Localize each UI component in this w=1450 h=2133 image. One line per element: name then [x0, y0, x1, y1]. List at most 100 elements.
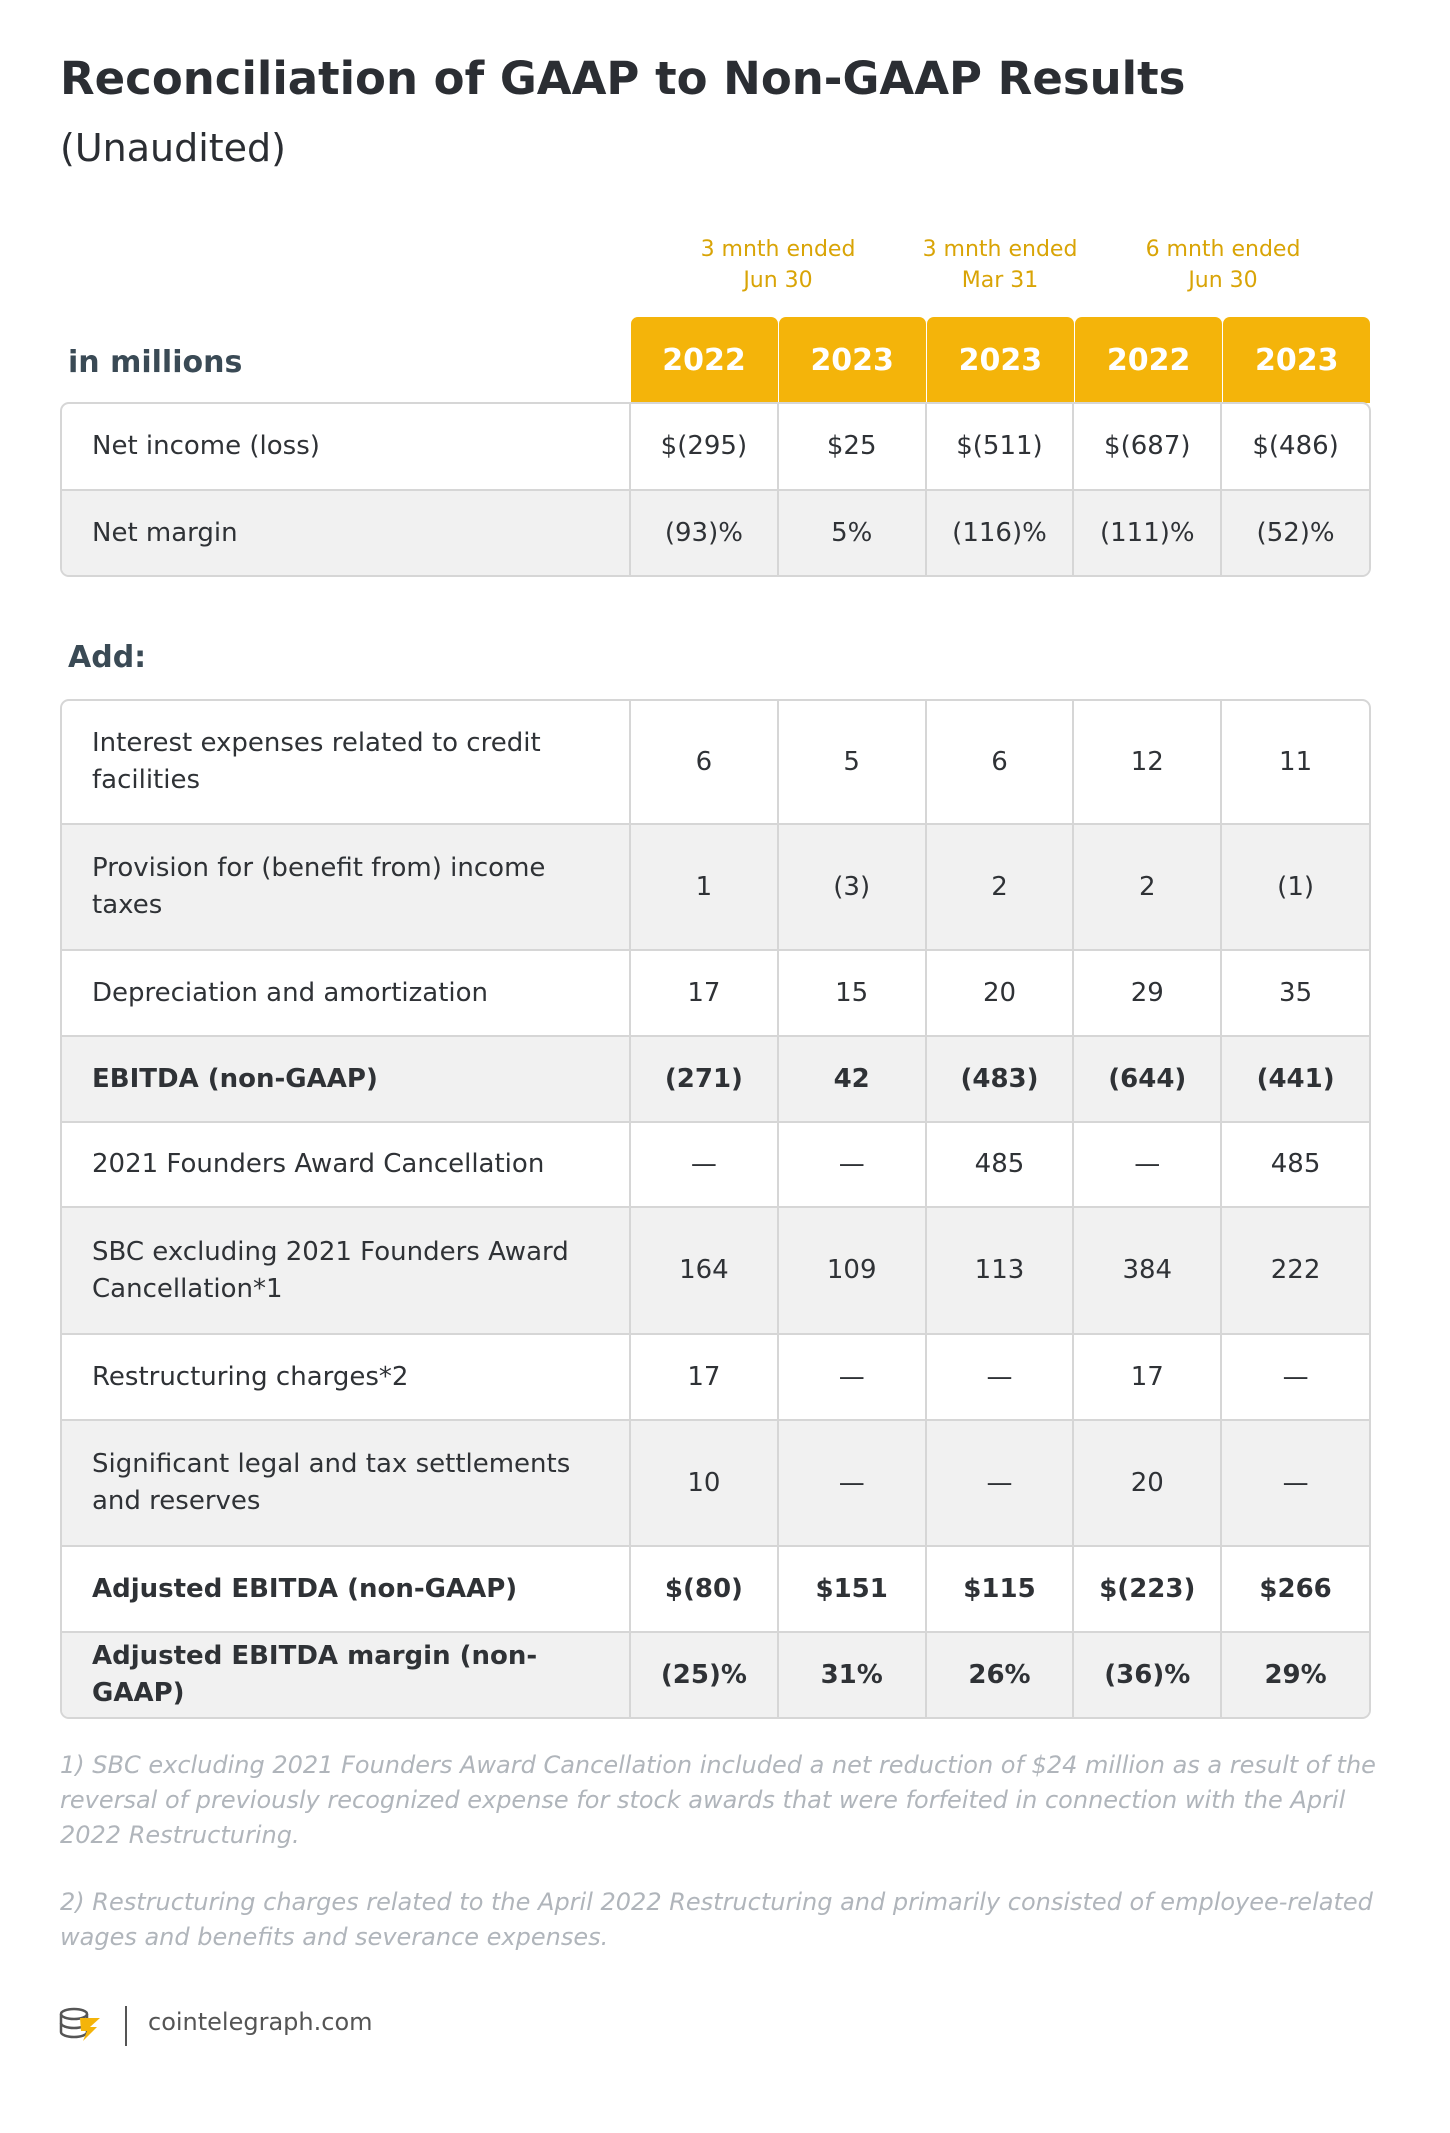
- cell: 485: [925, 1122, 1075, 1208]
- cell: 17: [630, 950, 779, 1037]
- cell: (441): [1221, 1036, 1369, 1123]
- cell: $(80): [630, 1546, 779, 1633]
- cell: —: [925, 1334, 1075, 1421]
- row-label: Interest expenses related to credit faci…: [62, 701, 631, 825]
- year-header: 2023: [778, 317, 926, 403]
- row-label: Adjusted EBITDA margin (non-GAAP): [62, 1632, 631, 1717]
- cell: —: [777, 1334, 927, 1421]
- cell: 10: [630, 1420, 779, 1547]
- cell: 20: [925, 950, 1075, 1037]
- cell: $(486): [1221, 404, 1369, 491]
- year-header: 2023: [1223, 317, 1371, 403]
- cell: 1: [630, 824, 779, 951]
- year-header: 2022: [630, 317, 778, 403]
- cell: 17: [630, 1334, 779, 1421]
- cell: (25)%: [630, 1632, 779, 1717]
- summary-table: Net income (loss) $(295) $25 $(511) $(687) $(…: [60, 402, 1371, 577]
- cell: (644): [1073, 1036, 1223, 1123]
- period-header: 3 mnth ended Mar 31: [922, 237, 1078, 293]
- cell: $(295): [630, 404, 779, 491]
- cell: (116)%: [925, 490, 1075, 575]
- cell: —: [1073, 1122, 1223, 1208]
- cell: 6: [630, 701, 779, 825]
- cell: —: [777, 1122, 927, 1208]
- title: Reconciliation of GAAP to Non-GAAP Resul…: [60, 52, 1186, 105]
- cell: $(511): [925, 404, 1075, 491]
- row-label: Adjusted EBITDA (non-GAAP): [62, 1546, 631, 1633]
- row-label: 2021 Founders Award Cancellation: [62, 1122, 631, 1208]
- cell: (3): [777, 824, 927, 951]
- cell: $(687): [1073, 404, 1223, 491]
- units-label: in millions: [68, 345, 243, 380]
- cell: 5%: [777, 490, 927, 575]
- cell: 15: [777, 950, 927, 1037]
- table-row: Adjusted EBITDA (non-GAAP) $(80) $151 $115 $…: [62, 1546, 1369, 1633]
- cell: $25: [777, 404, 927, 491]
- year-header: 2022: [1075, 317, 1223, 403]
- cell: (1): [1221, 824, 1369, 951]
- cell: 384: [1073, 1207, 1223, 1335]
- cell: (483): [925, 1036, 1075, 1123]
- period-header: 6 mnth ended Jun 30: [1145, 237, 1301, 293]
- cell: —: [1221, 1420, 1369, 1547]
- cell: 20: [1073, 1420, 1223, 1547]
- cell: —: [777, 1420, 927, 1547]
- cell: 12: [1073, 701, 1223, 825]
- table-row: Adjusted EBITDA margin (non-GAAP) (25)% 31…: [62, 1632, 1369, 1717]
- cell: 485: [1221, 1122, 1369, 1208]
- cell: 109: [777, 1207, 927, 1335]
- row-label: EBITDA (non-GAAP): [62, 1036, 631, 1123]
- row-label: Net income (loss): [62, 404, 631, 491]
- add-label: Add:: [68, 640, 147, 675]
- cell: (271): [630, 1036, 779, 1123]
- cell: 222: [1221, 1207, 1369, 1335]
- cell: (52)%: [1221, 490, 1369, 575]
- cell: 26%: [925, 1632, 1075, 1717]
- table-row: SBC excluding 2021 Founders Award Cancel…: [62, 1207, 1369, 1335]
- table-row: Net income (loss) $(295) $25 $(511) $(687) $(…: [62, 404, 1369, 491]
- row-label: Depreciation and amortization: [62, 950, 631, 1037]
- cell: —: [925, 1420, 1075, 1547]
- cell: 17: [1073, 1334, 1223, 1421]
- row-label: Provision for (benefit from) income taxe…: [62, 824, 631, 951]
- cell: —: [1221, 1334, 1369, 1421]
- cell: (111)%: [1073, 490, 1223, 575]
- cell: 29: [1073, 950, 1223, 1037]
- cell: $115: [925, 1546, 1075, 1633]
- cell: 35: [1221, 950, 1369, 1037]
- cell: (36)%: [1073, 1632, 1223, 1717]
- cell: 2: [1073, 824, 1223, 951]
- table-row: Restructuring charges*2 17— —17—: [62, 1334, 1369, 1421]
- cell: 2: [925, 824, 1075, 951]
- table-row: Interest expenses related to credit faci…: [62, 701, 1369, 825]
- table-row: Net margin (93)% 5% (116)% (111)% (52)%: [62, 490, 1369, 575]
- table-row: Depreciation and amortization 17 15 20 29 35: [62, 950, 1369, 1037]
- table-row: Provision for (benefit from) income taxe…: [62, 824, 1369, 951]
- period-header: 3 mnth ended Jun 30: [700, 237, 856, 293]
- cell: 11: [1221, 701, 1369, 825]
- row-label: Significant legal and tax settlements an…: [62, 1420, 631, 1547]
- cell: 42: [777, 1036, 927, 1123]
- subtitle: (Unaudited): [60, 126, 286, 170]
- cell: $(223): [1073, 1546, 1223, 1633]
- cell: 29%: [1221, 1632, 1369, 1717]
- row-label: Restructuring charges*2: [62, 1334, 631, 1421]
- cell: 164: [630, 1207, 779, 1335]
- cell: 31%: [777, 1632, 927, 1717]
- cell: 6: [925, 701, 1075, 825]
- cell: —: [630, 1122, 779, 1208]
- table-row: 2021 Founders Award Cancellation — —485—48…: [62, 1122, 1369, 1208]
- cell: $266: [1221, 1546, 1369, 1633]
- year-header: 2023: [926, 317, 1074, 403]
- footnote: 1) SBC excluding 2021 Founders Award Can…: [60, 1751, 1376, 1849]
- table-row: EBITDA (non-GAAP) (271) 42 (483) (644) (441): [62, 1036, 1369, 1123]
- cell: $151: [777, 1546, 927, 1633]
- logo: [59, 2006, 127, 2046]
- add-table: Interest expenses related to credit faci…: [60, 699, 1371, 1719]
- cell: 113: [925, 1207, 1075, 1335]
- cell: (93)%: [630, 490, 779, 575]
- row-label: SBC excluding 2021 Founders Award Cancel…: [62, 1207, 631, 1335]
- footnote: 2) Restructuring charges related to the …: [60, 1888, 1373, 1951]
- brand: cointelegraph.com: [148, 2008, 373, 2036]
